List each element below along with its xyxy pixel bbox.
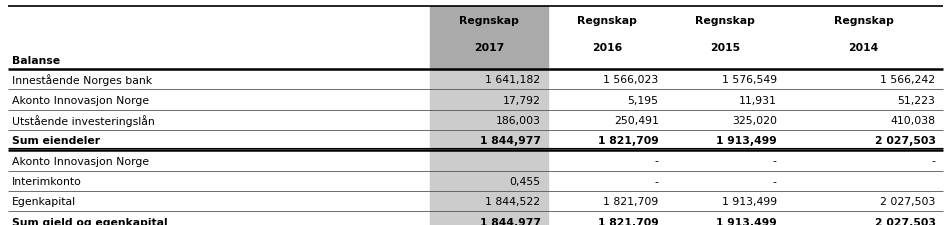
- Bar: [430, 212, 548, 225]
- Text: -: -: [772, 156, 776, 166]
- Text: 1 641,182: 1 641,182: [485, 75, 540, 85]
- Text: Regnskap: Regnskap: [459, 16, 518, 26]
- Text: Innestående Norges bank: Innestående Norges bank: [12, 74, 152, 86]
- Text: Regnskap: Regnskap: [833, 16, 893, 26]
- Text: -: -: [654, 176, 658, 186]
- Text: 1 566,023: 1 566,023: [603, 75, 658, 85]
- Text: 2 027,503: 2 027,503: [873, 217, 935, 225]
- Text: 2 027,503: 2 027,503: [879, 196, 935, 206]
- Text: -: -: [931, 156, 935, 166]
- Text: 1 913,499: 1 913,499: [716, 136, 776, 146]
- Text: 2 027,503: 2 027,503: [873, 136, 935, 146]
- Text: 250,491: 250,491: [614, 115, 658, 125]
- Text: -: -: [654, 156, 658, 166]
- Text: 2015: 2015: [710, 43, 739, 53]
- Text: 2016: 2016: [591, 43, 622, 53]
- Bar: [430, 130, 548, 151]
- Text: 1 821,709: 1 821,709: [598, 136, 658, 146]
- Bar: [430, 110, 548, 130]
- Text: Regnskap: Regnskap: [577, 16, 636, 26]
- Text: 5,195: 5,195: [627, 95, 658, 105]
- Text: 2017: 2017: [473, 43, 504, 53]
- Text: 17,792: 17,792: [502, 95, 540, 105]
- Text: 410,038: 410,038: [889, 115, 935, 125]
- Text: 1 844,977: 1 844,977: [479, 136, 540, 146]
- Text: 1 576,549: 1 576,549: [721, 75, 776, 85]
- Text: 1 844,522: 1 844,522: [485, 196, 540, 206]
- Bar: [430, 70, 548, 90]
- Text: 2014: 2014: [848, 43, 878, 53]
- Text: 51,223: 51,223: [897, 95, 935, 105]
- Text: 1 913,499: 1 913,499: [716, 217, 776, 225]
- Text: Interimkonto: Interimkonto: [12, 176, 82, 186]
- Bar: [430, 151, 548, 171]
- Text: Egenkapital: Egenkapital: [12, 196, 76, 206]
- Text: 1 566,242: 1 566,242: [880, 75, 935, 85]
- Text: 1 844,977: 1 844,977: [479, 217, 540, 225]
- Bar: [430, 90, 548, 110]
- Text: 0,455: 0,455: [509, 176, 540, 186]
- Text: 11,931: 11,931: [738, 95, 776, 105]
- Bar: [430, 7, 548, 70]
- Bar: [430, 191, 548, 212]
- Text: 1 821,709: 1 821,709: [598, 217, 658, 225]
- Bar: [430, 171, 548, 191]
- Text: 186,003: 186,003: [495, 115, 540, 125]
- Text: Regnskap: Regnskap: [695, 16, 754, 26]
- Text: 1 821,709: 1 821,709: [603, 196, 658, 206]
- Text: Balanse: Balanse: [12, 55, 60, 65]
- Text: Akonto Innovasjon Norge: Akonto Innovasjon Norge: [12, 95, 149, 105]
- Text: Utstående investeringslån: Utstående investeringslån: [12, 115, 155, 126]
- Text: Akonto Innovasjon Norge: Akonto Innovasjon Norge: [12, 156, 149, 166]
- Text: Sum gjeld og egenkapital: Sum gjeld og egenkapital: [12, 217, 168, 225]
- Text: 1 913,499: 1 913,499: [721, 196, 776, 206]
- Text: -: -: [772, 176, 776, 186]
- Text: 325,020: 325,020: [731, 115, 776, 125]
- Text: Sum eiendeler: Sum eiendeler: [12, 136, 100, 146]
